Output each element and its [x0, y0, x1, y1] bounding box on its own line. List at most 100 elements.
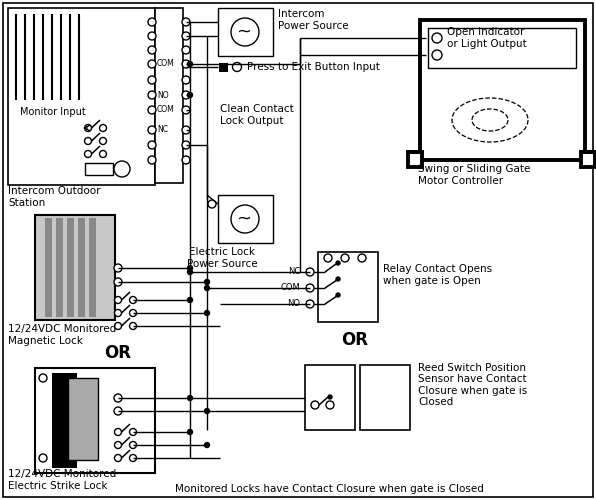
- Circle shape: [148, 18, 156, 26]
- Circle shape: [204, 280, 210, 284]
- Circle shape: [114, 161, 130, 177]
- Circle shape: [114, 394, 122, 402]
- Bar: [428, 28, 576, 68]
- Text: COM: COM: [157, 106, 175, 114]
- Bar: [35, 215, 115, 320]
- Text: NC: NC: [157, 126, 168, 134]
- Circle shape: [129, 428, 136, 436]
- Circle shape: [114, 407, 122, 415]
- Circle shape: [188, 92, 193, 98]
- Circle shape: [129, 442, 136, 448]
- Circle shape: [114, 278, 122, 286]
- Text: Intercom Outdoor
Station: Intercom Outdoor Station: [8, 186, 101, 208]
- Bar: [78, 218, 85, 317]
- Circle shape: [129, 454, 136, 462]
- Text: Open Indicator
or Light Output: Open Indicator or Light Output: [447, 27, 527, 49]
- Circle shape: [182, 126, 190, 134]
- Bar: [89, 218, 96, 317]
- Circle shape: [328, 395, 332, 399]
- Text: ~: ~: [237, 210, 252, 228]
- Circle shape: [306, 300, 314, 308]
- Text: OR: OR: [342, 331, 368, 349]
- Circle shape: [182, 32, 190, 40]
- Bar: [52, 373, 77, 468]
- Circle shape: [182, 141, 190, 149]
- Bar: [408, 152, 422, 167]
- Circle shape: [39, 454, 47, 462]
- Circle shape: [182, 156, 190, 164]
- Text: NO: NO: [287, 300, 300, 308]
- Circle shape: [204, 286, 210, 290]
- Circle shape: [148, 46, 156, 54]
- Bar: [219, 63, 228, 72]
- Text: Intercom
Power Source: Intercom Power Source: [278, 9, 349, 31]
- Text: Reed Switch Position
Sensor have Contact
Closure when gate is
Closed: Reed Switch Position Sensor have Contact…: [418, 362, 527, 408]
- Text: Clean Contact
Lock Output: Clean Contact Lock Output: [220, 104, 294, 126]
- Circle shape: [148, 106, 156, 114]
- Circle shape: [148, 156, 156, 164]
- Circle shape: [85, 150, 92, 158]
- Circle shape: [129, 310, 136, 316]
- Bar: [56, 218, 63, 317]
- Circle shape: [341, 254, 349, 262]
- Bar: [420, 20, 585, 160]
- Circle shape: [182, 106, 190, 114]
- Circle shape: [148, 76, 156, 84]
- Circle shape: [231, 18, 259, 46]
- Circle shape: [306, 268, 314, 276]
- Circle shape: [39, 374, 47, 382]
- Circle shape: [129, 296, 136, 304]
- Circle shape: [182, 91, 190, 99]
- Bar: [360, 365, 410, 430]
- Text: 12/24VDC Monitored
Electric Strike Lock: 12/24VDC Monitored Electric Strike Lock: [8, 469, 116, 491]
- Circle shape: [231, 205, 259, 233]
- Bar: [155, 8, 183, 183]
- Bar: [45, 218, 52, 317]
- Circle shape: [85, 124, 92, 132]
- Circle shape: [306, 284, 314, 292]
- Circle shape: [114, 264, 122, 272]
- Circle shape: [432, 50, 442, 60]
- Bar: [68, 378, 98, 460]
- Circle shape: [326, 401, 334, 409]
- Bar: [35, 215, 115, 320]
- Text: COM: COM: [157, 60, 175, 68]
- Circle shape: [114, 428, 122, 436]
- Circle shape: [129, 322, 136, 330]
- Text: NO: NO: [157, 90, 169, 100]
- Circle shape: [148, 91, 156, 99]
- Circle shape: [188, 396, 193, 400]
- Bar: [218, 8, 273, 56]
- Circle shape: [204, 408, 210, 414]
- Circle shape: [85, 138, 92, 144]
- Circle shape: [188, 266, 193, 270]
- Circle shape: [188, 430, 193, 434]
- Bar: [305, 365, 355, 430]
- Circle shape: [148, 126, 156, 134]
- Bar: [318, 252, 378, 322]
- Text: Electric Lock
Power Source: Electric Lock Power Source: [187, 247, 257, 269]
- Text: ~: ~: [237, 23, 252, 41]
- Circle shape: [100, 124, 107, 132]
- Text: Relay Contact Opens
when gate is Open: Relay Contact Opens when gate is Open: [383, 264, 492, 286]
- Circle shape: [100, 138, 107, 144]
- Circle shape: [114, 442, 122, 448]
- Circle shape: [336, 277, 340, 281]
- Bar: [581, 152, 595, 167]
- Circle shape: [148, 32, 156, 40]
- Circle shape: [114, 310, 122, 316]
- Circle shape: [204, 310, 210, 316]
- Bar: [8, 8, 155, 185]
- Text: Press to Exit Button Input: Press to Exit Button Input: [247, 62, 380, 72]
- Bar: [67, 218, 74, 317]
- Circle shape: [182, 76, 190, 84]
- Circle shape: [336, 293, 340, 297]
- Circle shape: [188, 62, 193, 66]
- Circle shape: [148, 141, 156, 149]
- Text: Swing or Sliding Gate
Motor Controller: Swing or Sliding Gate Motor Controller: [418, 164, 530, 186]
- Circle shape: [324, 254, 332, 262]
- Text: 12/24VDC Monitored
Magnetic Lock: 12/24VDC Monitored Magnetic Lock: [8, 324, 116, 346]
- Circle shape: [432, 33, 442, 43]
- Circle shape: [114, 322, 122, 330]
- Bar: [218, 195, 273, 243]
